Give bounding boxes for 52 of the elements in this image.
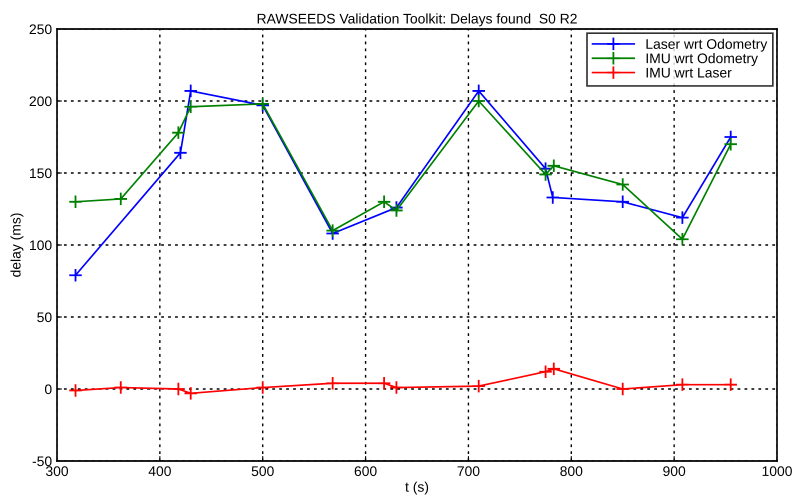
x-tick-label: 700 (458, 466, 480, 476)
point (616, 177, 630, 192)
x-tick-label: 500 (252, 466, 274, 476)
x-tick-label: 1000 (762, 466, 792, 476)
point (68, 194, 83, 209)
point (724, 137, 738, 152)
point (184, 386, 198, 400)
y-tick-label: 250 (30, 24, 52, 34)
point (256, 380, 270, 395)
x-tick-label: 800 (560, 466, 582, 476)
point (171, 126, 186, 140)
x-tick-label: 900 (663, 466, 686, 476)
y-tick-label: 0 (44, 384, 52, 394)
point (675, 232, 690, 246)
point (538, 364, 553, 379)
point (546, 190, 560, 205)
point (184, 84, 198, 98)
y-axis-title: delay (ms) (10, 213, 24, 277)
y-tick-label: 200 (30, 96, 52, 106)
point (724, 378, 738, 392)
point (326, 376, 340, 390)
x-tick-label: 400 (148, 466, 171, 476)
legend-label: Laser wrt Odometry (646, 38, 768, 52)
point (616, 194, 630, 209)
point (114, 192, 128, 206)
point (389, 203, 404, 218)
point (616, 382, 630, 396)
y-tick-label: 150 (30, 168, 52, 178)
chart-title: RAWSEEDS Validation Toolkit: Delays found S0 R2 (258, 13, 577, 26)
point (376, 194, 392, 209)
point (472, 378, 486, 394)
point (114, 380, 128, 395)
point (68, 268, 83, 282)
point (184, 100, 198, 114)
x-tick-label: 300 (46, 466, 68, 476)
x-tick-label: 600 (354, 466, 377, 476)
point (171, 382, 186, 396)
legend-label: IMU wrt Laser (646, 68, 732, 78)
legend-label: IMU wrt Odometry (646, 53, 758, 66)
y-tick-label: 50 (37, 312, 52, 322)
x-axis-title: t (s) (405, 482, 428, 495)
point (675, 378, 690, 392)
point (546, 362, 561, 376)
point (68, 383, 83, 398)
point (675, 210, 690, 225)
point (472, 94, 486, 108)
y-tick-label: 100 (30, 240, 52, 250)
point (376, 376, 392, 390)
y-tick-label: -50 (32, 456, 52, 466)
point (326, 223, 340, 238)
point (389, 380, 404, 395)
point (173, 146, 188, 160)
